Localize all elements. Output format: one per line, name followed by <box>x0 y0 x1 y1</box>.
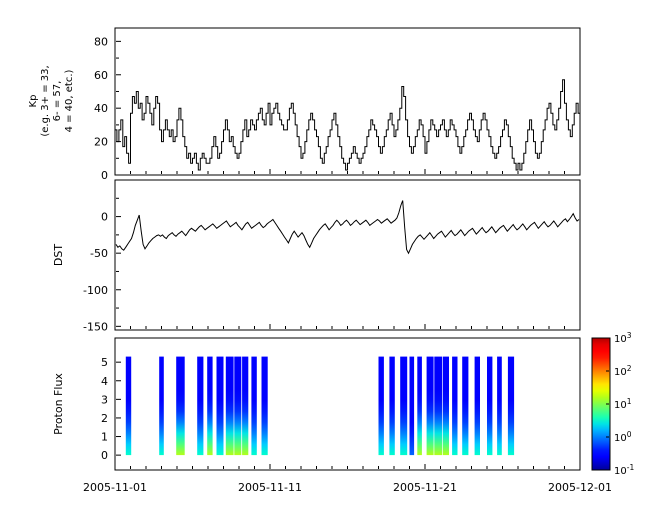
colorbar-tick-label: 101 <box>614 397 632 411</box>
y-tick-label: 3 <box>101 393 108 406</box>
dst-series-line <box>115 200 580 255</box>
kp-axis-label-line-3: 6- = 57, <box>52 81 63 122</box>
kp-axis-label-line-2: (e.g. 3+ = 33, <box>40 65 51 136</box>
y-tick-label: -150 <box>83 320 108 333</box>
colorbar-tick-label: 100 <box>614 430 632 444</box>
flux-bar <box>197 356 204 456</box>
x-tick-label-1: 2005-11-11 <box>238 481 302 494</box>
flux-bar <box>159 356 164 456</box>
flux-bar <box>176 356 185 456</box>
colorbar: 103 102 101 100 10-1 <box>591 331 634 477</box>
dst-panel: 0 -50 -100 -150 <box>83 179 581 333</box>
y-tick-label: 20 <box>94 136 108 149</box>
flux-bar <box>225 356 234 456</box>
flux-bar <box>442 356 449 456</box>
kp-axis-label: Kp (e.g. 3+ = 33, 6- = 57, 4 = 40, etc.) <box>28 65 75 136</box>
flux-bar <box>400 356 408 456</box>
dst-axis-label: DST <box>52 244 65 266</box>
flux-bar <box>216 356 224 456</box>
flux-bar <box>409 356 415 456</box>
y-tick-label: 5 <box>101 356 108 369</box>
flux-bar <box>378 356 384 456</box>
flux-bar <box>251 356 257 456</box>
flux-bar <box>261 356 268 456</box>
y-tick-label: -100 <box>83 284 108 297</box>
colorbar-tick-label: 103 <box>614 331 632 345</box>
flux-bar <box>234 356 242 456</box>
flux-bar <box>452 356 458 456</box>
flux-bar <box>125 356 132 456</box>
proton-flux-panel: 0 1 2 3 4 5 <box>101 337 581 471</box>
kp-axis-label-line-1: Kp <box>28 95 39 108</box>
kp-panel: 0 20 40 60 80 <box>94 27 581 182</box>
kp-border <box>114 27 581 176</box>
flux-bar <box>242 356 249 456</box>
y-tick-label: 4 <box>101 375 108 388</box>
y-tick-label: 1 <box>101 431 108 444</box>
colorbar-gradient <box>592 338 610 470</box>
y-tick-label: 80 <box>94 35 108 48</box>
colorbar-tick-label: 10-1 <box>614 463 634 477</box>
y-tick-label: 40 <box>94 102 108 115</box>
y-tick-label: 0 <box>101 211 108 224</box>
x-axis-tick-labels: 2005-11-01 2005-11-11 2005-11-21 2005-12… <box>83 481 612 494</box>
proton-flux-border <box>114 337 581 471</box>
y-tick-label: -50 <box>90 247 108 260</box>
flux-bar <box>487 356 493 456</box>
colorbar-border <box>591 337 611 471</box>
dst-border <box>114 179 581 331</box>
flux-bar <box>389 356 395 456</box>
flux-bar <box>207 356 213 456</box>
x-tick-label-3: 2005-12-01 <box>548 481 612 494</box>
y-tick-label: 0 <box>101 169 108 182</box>
flux-bar <box>462 356 469 456</box>
x-tick-label-0: 2005-11-01 <box>83 481 147 494</box>
flux-bar <box>474 356 480 456</box>
y-tick-label: 2 <box>101 412 108 425</box>
kp-axis-label-line-4: 4 = 40, etc.) <box>64 69 75 132</box>
x-tick-label-2: 2005-11-21 <box>393 481 457 494</box>
y-tick-label: 60 <box>94 69 108 82</box>
kp-series-line <box>115 79 580 171</box>
generated-chart-layers: 0204060800-50-100-1500123451031021011001… <box>83 27 634 477</box>
flux-bar <box>497 356 502 456</box>
colorbar-tick-label: 102 <box>614 364 632 378</box>
proton-flux-axis-label: Proton Flux <box>52 373 65 435</box>
flux-bar <box>426 356 434 456</box>
y-tick-label: 0 <box>101 449 108 462</box>
flux-bar <box>434 356 443 456</box>
flux-bar <box>507 356 515 456</box>
flux-bar <box>417 356 422 456</box>
